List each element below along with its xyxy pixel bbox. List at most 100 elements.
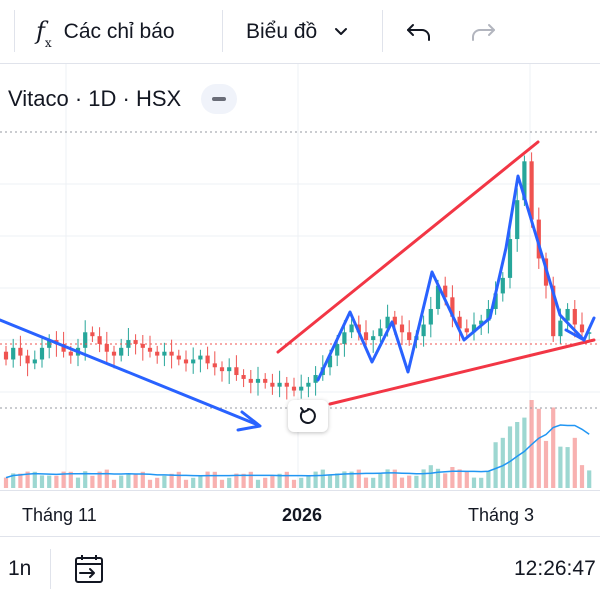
wedge-lower-line (328, 338, 596, 406)
price-chart[interactable] (0, 64, 600, 490)
candle-body (270, 382, 275, 387)
volume-bar (558, 446, 563, 488)
volume-bar (263, 477, 268, 488)
clock-time: 12:26:47 (514, 557, 596, 580)
candle-body (450, 297, 455, 317)
volume-bar (47, 475, 52, 488)
candle-body (464, 328, 469, 333)
candle-body (313, 375, 318, 383)
volume-bar (471, 477, 477, 488)
candle-body (119, 347, 124, 356)
date-range-icon[interactable] (72, 553, 106, 585)
toolbar-divider (222, 10, 223, 52)
reset-chart-button[interactable] (288, 400, 328, 432)
volume-bar (255, 479, 261, 488)
interval-button[interactable]: 1n (8, 557, 32, 580)
candle-body (227, 367, 232, 372)
volume-bar (327, 475, 333, 488)
candle-body (126, 340, 131, 348)
legend-collapse-button[interactable] (201, 84, 238, 114)
bottom-toolbar: 1n 12:26:47 (0, 536, 600, 600)
candle-body (147, 347, 153, 352)
volume-bar (306, 475, 311, 488)
volume-bar (342, 471, 347, 488)
candle-body (111, 351, 117, 356)
candle-body (104, 343, 109, 352)
volume-bar (335, 473, 340, 488)
candle-body (32, 359, 37, 364)
symbol-label[interactable]: Vitaco · 1D · HSX (8, 86, 182, 111)
volume-bar (11, 473, 16, 488)
volume-bar (68, 471, 73, 488)
candle-body (342, 332, 347, 344)
volume-bar (385, 469, 390, 488)
candle-body (133, 340, 138, 344)
candle-body (198, 355, 203, 360)
volume-bar (587, 470, 592, 488)
candle-body (255, 378, 261, 383)
volume-bar (90, 475, 95, 488)
volume-bar (536, 408, 541, 488)
volume-bar (320, 469, 325, 488)
candle-body (493, 293, 498, 309)
volume-bar (435, 468, 441, 488)
volume-bar (25, 471, 30, 488)
volume-bar (147, 479, 153, 488)
volume-bar (515, 422, 520, 488)
candle-body (385, 316, 390, 329)
candle-body (191, 359, 196, 364)
volume-bar (363, 477, 369, 488)
candle-body (205, 355, 210, 364)
redo-button[interactable] (468, 14, 498, 50)
volume-bar (61, 471, 66, 488)
volume-bar (270, 475, 275, 488)
candle-body (306, 382, 311, 387)
indicators-label: Các chỉ báo (63, 20, 175, 43)
undo-button[interactable] (404, 14, 434, 50)
volume-bar (277, 473, 282, 488)
candle-body (479, 320, 484, 325)
volume-bar (140, 471, 145, 488)
volume-bar (3, 477, 9, 488)
candle-body (219, 367, 225, 372)
candle-body (565, 308, 570, 321)
volume-bar (299, 477, 304, 488)
candle-body (299, 386, 304, 391)
time-axis[interactable]: Tháng 11 2026 Tháng 3 (0, 490, 600, 536)
candle-body (169, 351, 174, 356)
volume-bar (169, 473, 174, 488)
candle-body (371, 336, 376, 341)
volume-bar (219, 479, 225, 488)
toolbar-divider (382, 10, 383, 52)
undo-icon (407, 24, 430, 41)
volume-bar (162, 475, 167, 488)
volume-bar (450, 467, 455, 488)
candle-body (162, 351, 167, 356)
candle-body (471, 324, 477, 333)
candle-body (428, 308, 433, 325)
volume-bar (205, 471, 210, 488)
candle-body (515, 200, 520, 240)
chart-type-button[interactable]: Biểu đồ (246, 14, 351, 50)
candle-body (407, 332, 412, 341)
volume-bar (356, 469, 361, 488)
candle-body (529, 161, 534, 220)
volume-bar (291, 479, 297, 488)
candle-body (11, 347, 16, 360)
candle-body (421, 324, 426, 337)
volume-bar (421, 469, 426, 488)
candle-body (18, 347, 23, 356)
volume-moving-average-line (5, 424, 590, 479)
volume-bar (378, 473, 383, 488)
volume-bar (104, 469, 109, 488)
volume-bar (407, 475, 412, 488)
candle-body (551, 285, 556, 337)
refresh-icon (299, 407, 316, 424)
indicators-button[interactable]: fx Các chỉ báo (36, 14, 175, 51)
volume-bar (39, 475, 45, 488)
downtrend-arrowhead (236, 410, 262, 432)
candle-body (572, 308, 577, 325)
candle-body (90, 332, 95, 337)
bottom-divider (50, 549, 51, 589)
volume-bar (183, 479, 189, 488)
